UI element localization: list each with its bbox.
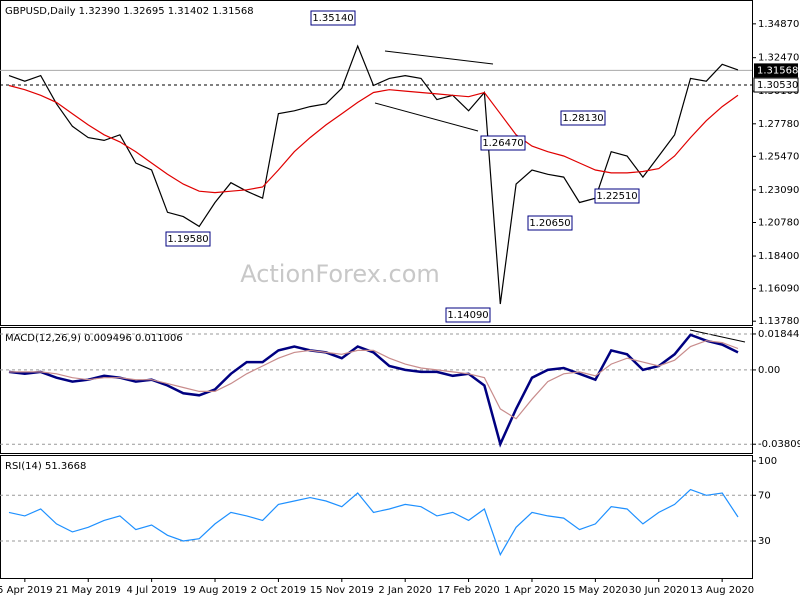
x-tick-label: 1 Apr 2020 — [504, 585, 559, 596]
x-tick-label: 5 Apr 2019 — [0, 585, 53, 596]
x-tick-label: 15 May 2020 — [563, 585, 628, 596]
panel-title: MACD(12,26,9) 0.009496 0.011006 — [5, 333, 183, 344]
annotation: 1.20650 — [529, 218, 570, 229]
reference-label: 1.30530 — [757, 80, 798, 91]
annotation-box — [594, 188, 640, 204]
y-tick-label: 1.32470 — [758, 53, 799, 64]
x-tick-label: 15 Nov 2019 — [310, 585, 374, 596]
last-price-box — [754, 63, 798, 78]
series-line — [8, 333, 739, 448]
y-tick-label: 100 — [758, 456, 777, 467]
y-tick-label: 70 — [758, 490, 771, 501]
annotation-box — [527, 215, 573, 231]
series-line — [8, 84, 739, 194]
y-tick-label: 1.13780 — [758, 316, 799, 327]
y-tick-label: 0.018442 — [758, 329, 800, 340]
annotation-box — [310, 10, 356, 26]
panel-title: GBPUSD,Daily 1.32390 1.32695 1.31402 1.3… — [5, 6, 254, 17]
y-tick-label: -0.038095 — [758, 439, 800, 450]
x-tick-label: 2 Oct 2019 — [251, 585, 306, 596]
reference-box — [753, 77, 799, 93]
x-tick-label: 4 Jul 2019 — [127, 585, 177, 596]
annotation-box — [560, 110, 606, 126]
x-tick-label: 21 May 2019 — [56, 585, 121, 596]
y-tick-label: 1.20780 — [758, 217, 799, 228]
annotation: 1.14090 — [447, 310, 488, 321]
annotation-box — [445, 307, 491, 323]
x-tick-label: 17 Feb 2020 — [437, 585, 499, 596]
series-line — [9, 340, 739, 420]
watermark: ActionForex.com — [240, 260, 440, 288]
annotation-box — [480, 135, 526, 151]
annotation: 1.22510 — [596, 191, 637, 202]
y-tick-label: 1.23090 — [758, 185, 799, 196]
x-tick-label: 30 Jun 2020 — [629, 585, 689, 596]
y-tick-label: 1.34870 — [758, 19, 799, 30]
trendline — [374, 102, 479, 132]
annotation: 1.26470 — [482, 138, 523, 149]
annotation: 1.28130 — [562, 113, 603, 124]
panel-title: RSI(14) 51.3668 — [5, 461, 86, 472]
x-tick-label: 2 Jan 2020 — [378, 585, 432, 596]
series-line — [8, 44, 739, 305]
trendline — [384, 50, 494, 65]
series-line — [8, 488, 739, 557]
x-tick-label: 13 Aug 2020 — [690, 585, 754, 596]
last-price-label: 1.31568 — [757, 65, 798, 76]
trendline — [689, 329, 746, 343]
y-tick-label: 1.18400 — [758, 251, 799, 262]
y-tick-label: 1.27780 — [758, 119, 799, 130]
price-panel — [0, 0, 753, 326]
annotation: 1.35140 — [312, 13, 353, 24]
y-tick-label: 1.16090 — [758, 284, 799, 295]
x-tick-label: 19 Aug 2019 — [183, 585, 247, 596]
y-tick-label: 1.25470 — [758, 151, 799, 162]
annotation: 1.19580 — [167, 234, 208, 245]
y-tick-label: 0.00 — [758, 365, 780, 376]
macd-panel — [0, 327, 753, 454]
rsi-panel — [0, 455, 753, 579]
annotation-box — [165, 231, 211, 247]
y-tick-label: 30 — [758, 536, 771, 547]
